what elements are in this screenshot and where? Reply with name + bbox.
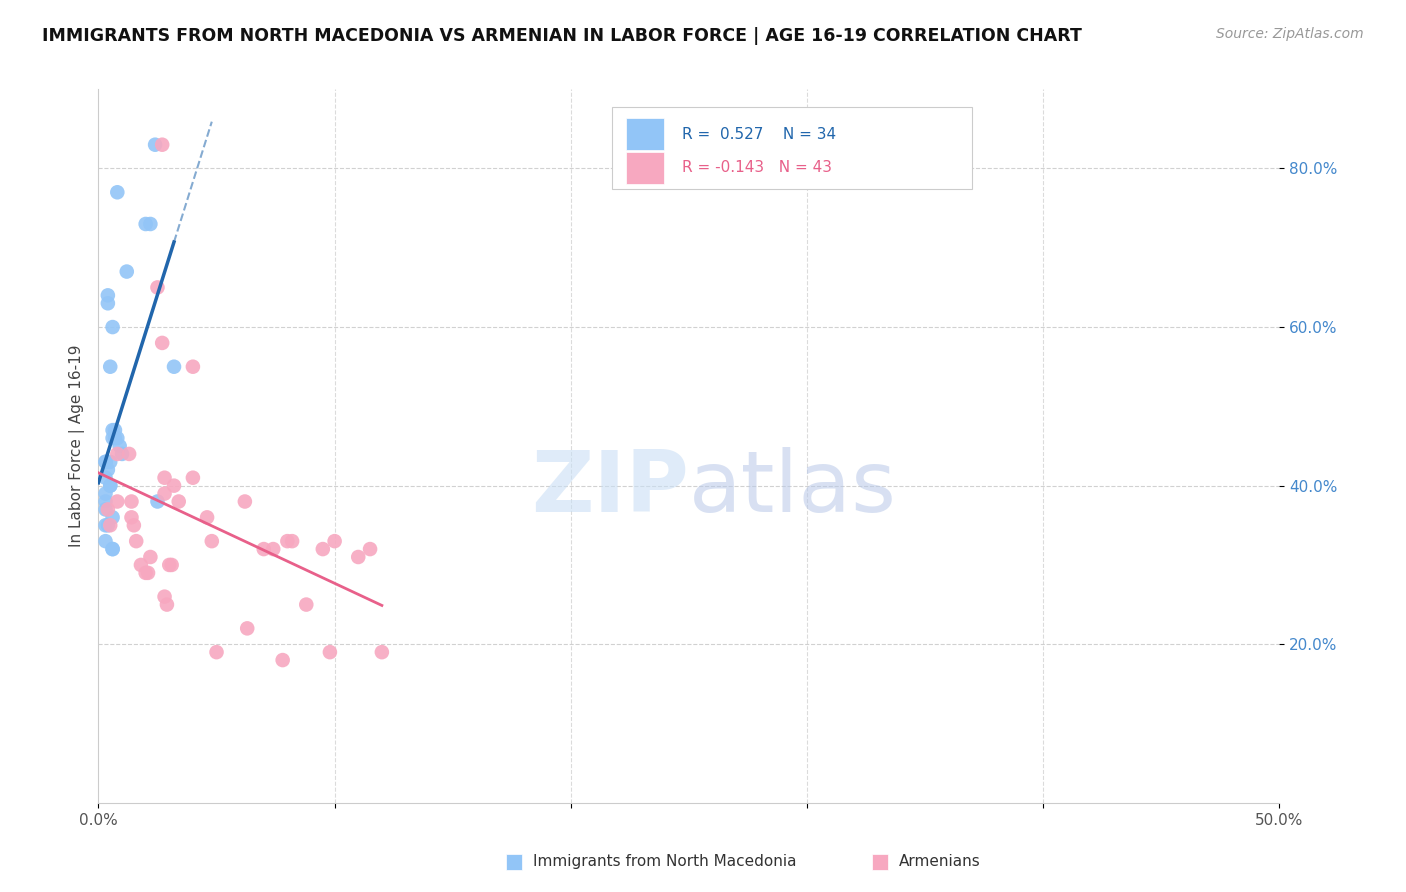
Point bbox=[97, 463, 120, 477]
Point bbox=[121, 510, 143, 524]
Y-axis label: In Labor Force | Age 16-19: In Labor Force | Age 16-19 bbox=[69, 344, 84, 548]
Point bbox=[319, 645, 342, 659]
Text: Source: ZipAtlas.com: Source: ZipAtlas.com bbox=[1216, 27, 1364, 41]
Point bbox=[201, 534, 224, 549]
Point bbox=[105, 431, 128, 445]
Point bbox=[94, 471, 117, 485]
FancyBboxPatch shape bbox=[626, 152, 664, 184]
Point bbox=[97, 502, 120, 516]
Point bbox=[163, 478, 186, 492]
Text: R =  0.527    N = 34: R = 0.527 N = 34 bbox=[682, 127, 837, 142]
Point bbox=[139, 549, 162, 564]
Point bbox=[156, 598, 179, 612]
Point bbox=[135, 217, 157, 231]
Point bbox=[262, 542, 284, 557]
Point bbox=[139, 217, 162, 231]
Point bbox=[312, 542, 335, 557]
Point bbox=[121, 494, 143, 508]
Point bbox=[146, 494, 169, 508]
Point bbox=[94, 455, 117, 469]
FancyBboxPatch shape bbox=[612, 107, 973, 189]
Point bbox=[205, 645, 228, 659]
Point bbox=[94, 502, 117, 516]
Point bbox=[181, 471, 204, 485]
Point bbox=[98, 478, 121, 492]
Text: R = -0.143   N = 43: R = -0.143 N = 43 bbox=[682, 161, 832, 175]
Text: IMMIGRANTS FROM NORTH MACEDONIA VS ARMENIAN IN LABOR FORCE | AGE 16-19 CORRELATI: IMMIGRANTS FROM NORTH MACEDONIA VS ARMEN… bbox=[42, 27, 1083, 45]
FancyBboxPatch shape bbox=[626, 118, 664, 150]
Point bbox=[94, 486, 117, 500]
Point bbox=[94, 518, 117, 533]
Point bbox=[281, 534, 304, 549]
Point bbox=[101, 542, 124, 557]
Point bbox=[94, 455, 117, 469]
Point bbox=[98, 455, 121, 469]
Point bbox=[271, 653, 294, 667]
Point bbox=[195, 510, 218, 524]
Point bbox=[98, 359, 121, 374]
Point bbox=[111, 447, 134, 461]
Point bbox=[167, 494, 190, 508]
Point bbox=[129, 558, 152, 572]
Text: ZIP: ZIP bbox=[531, 447, 689, 531]
Point bbox=[143, 137, 166, 152]
Point bbox=[94, 534, 117, 549]
Point bbox=[153, 590, 176, 604]
Point bbox=[150, 335, 173, 350]
Point bbox=[101, 542, 124, 557]
Point bbox=[115, 264, 138, 278]
Point bbox=[153, 471, 176, 485]
Point bbox=[295, 598, 318, 612]
Point bbox=[150, 137, 173, 152]
Point bbox=[104, 431, 127, 445]
Point bbox=[253, 542, 276, 557]
Point bbox=[97, 518, 120, 533]
Point bbox=[101, 423, 124, 437]
Point bbox=[105, 447, 128, 461]
Point bbox=[97, 288, 120, 302]
Point bbox=[233, 494, 256, 508]
Point bbox=[118, 447, 141, 461]
Point bbox=[160, 558, 183, 572]
Point bbox=[122, 518, 145, 533]
Point bbox=[276, 534, 298, 549]
Text: Armenians: Armenians bbox=[898, 855, 981, 869]
Point bbox=[105, 494, 128, 508]
Point bbox=[135, 566, 157, 580]
Point bbox=[347, 549, 370, 564]
Point bbox=[236, 621, 259, 635]
Text: atlas: atlas bbox=[689, 447, 897, 531]
Point bbox=[97, 296, 120, 310]
Point bbox=[104, 423, 127, 437]
Point bbox=[94, 494, 117, 508]
Point bbox=[98, 518, 121, 533]
Point bbox=[101, 431, 124, 445]
Point bbox=[105, 186, 128, 200]
Point bbox=[146, 280, 169, 294]
Text: Immigrants from North Macedonia: Immigrants from North Macedonia bbox=[533, 855, 797, 869]
Point bbox=[157, 558, 180, 572]
Point bbox=[101, 320, 124, 334]
Point bbox=[108, 439, 131, 453]
Point bbox=[98, 478, 121, 492]
Point bbox=[136, 566, 159, 580]
Point bbox=[359, 542, 381, 557]
Point bbox=[101, 510, 124, 524]
Point bbox=[125, 534, 148, 549]
Point bbox=[181, 359, 204, 374]
Point bbox=[163, 359, 186, 374]
Point bbox=[153, 486, 176, 500]
Point bbox=[323, 534, 346, 549]
Point bbox=[371, 645, 394, 659]
